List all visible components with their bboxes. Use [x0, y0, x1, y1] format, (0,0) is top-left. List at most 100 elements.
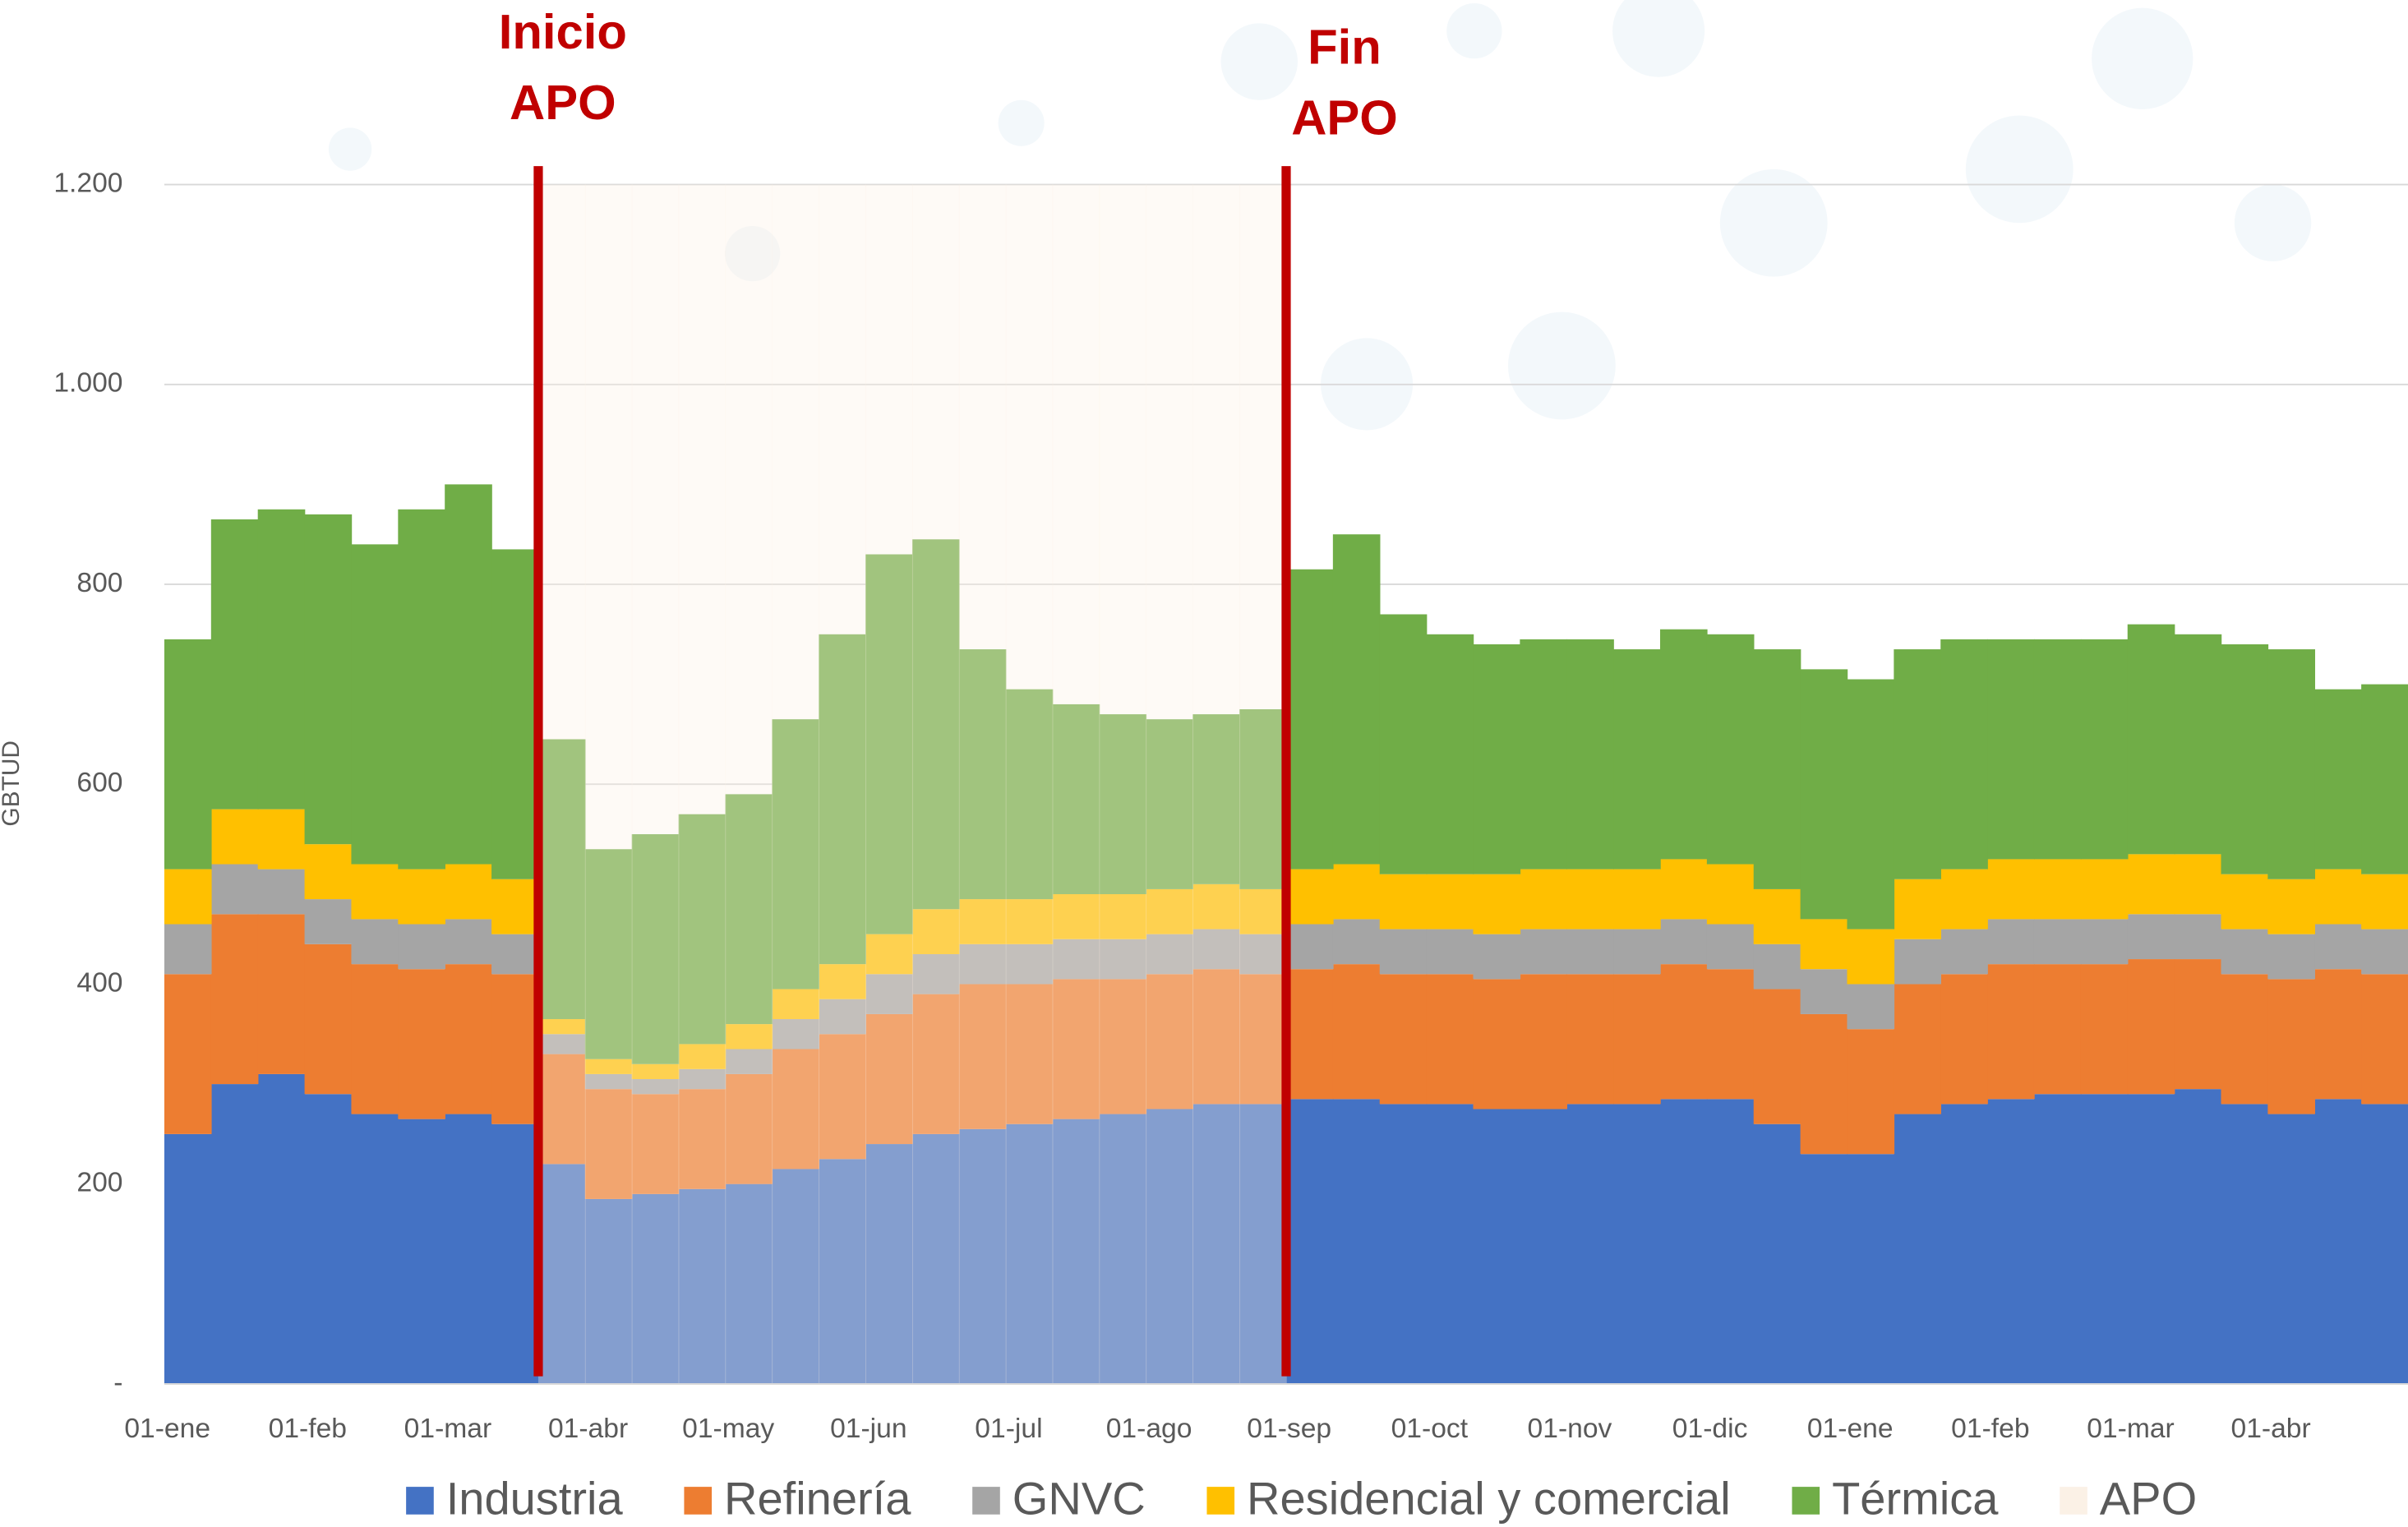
bar-segment	[2174, 854, 2222, 915]
bar-segment	[164, 639, 212, 870]
bar-segment	[1332, 964, 1381, 1100]
bar-segment	[2221, 644, 2269, 874]
bar-segment	[1099, 1114, 1147, 1384]
bar-segment	[1426, 974, 1474, 1105]
bar-segment	[1800, 669, 1848, 920]
legend-label: APO	[2100, 1473, 2197, 1525]
x-tick-label: 01-ene	[1807, 1414, 1894, 1444]
bar-segment	[2361, 1104, 2408, 1384]
bar-segment	[304, 844, 353, 900]
bar-segment	[164, 924, 212, 975]
bar-segment	[1473, 934, 1521, 980]
bar-segment	[2080, 859, 2129, 920]
bar-segment	[351, 544, 399, 865]
bar-segment	[1894, 1114, 1941, 1384]
bar-segment	[351, 864, 399, 920]
bar-segment	[1379, 614, 1428, 874]
bar-segment	[584, 1073, 633, 1090]
bar-segment	[2174, 1089, 2222, 1384]
bar-segment	[678, 814, 727, 1045]
bar-segment	[819, 1159, 866, 1384]
bar-segment	[958, 1128, 1007, 1384]
bar-segment	[2361, 684, 2408, 874]
bar-segment	[1192, 1104, 1240, 1384]
bar-segment	[1520, 974, 1567, 1109]
bar-segment	[257, 809, 306, 870]
bar-segment	[1753, 943, 1801, 990]
bar-segment	[725, 1073, 773, 1184]
bar-segment	[2033, 639, 2082, 860]
bar-segment	[164, 869, 212, 925]
bar-segment	[1800, 1013, 1848, 1155]
bar-segment	[445, 964, 492, 1114]
bar-segment	[1613, 929, 1661, 975]
legend-swatch	[684, 1487, 713, 1515]
apo-band	[537, 184, 586, 1384]
bar-segment	[631, 1094, 680, 1194]
bar-segment	[537, 739, 586, 1020]
x-tick-label: 01-sep	[1247, 1414, 1331, 1444]
y-tick-label: 1.200	[53, 168, 122, 198]
bar-segment	[1566, 639, 1614, 870]
bar-segment	[772, 989, 819, 1020]
y-tick-label: 1.000	[53, 368, 122, 399]
bar-segment	[958, 899, 1007, 944]
bar-segment	[491, 1123, 539, 1384]
bar-segment	[1520, 1109, 1567, 1384]
bar-segment	[2267, 979, 2315, 1114]
bar-segment	[2361, 974, 2408, 1105]
bar-segment	[678, 1089, 727, 1189]
bar-segment	[631, 1078, 680, 1095]
bar-segment	[1800, 969, 1848, 1014]
bar-segment	[257, 509, 306, 810]
x-tick-label: 01-mar	[404, 1414, 492, 1444]
bar-segment	[865, 1144, 913, 1384]
bar-segment	[1706, 969, 1755, 1100]
bar-segment	[2127, 854, 2175, 915]
bar-segment	[1613, 1104, 1661, 1384]
apo-band	[725, 184, 773, 1384]
legend-label: Industria	[446, 1473, 624, 1525]
apo-band	[678, 184, 727, 1384]
bar-segment	[2127, 959, 2175, 1095]
bar-segment	[1894, 879, 1941, 939]
bar-segment	[1847, 984, 1895, 1030]
bar-segment	[398, 509, 445, 870]
x-tick-label: 01-may	[682, 1414, 774, 1444]
bar-segment	[398, 924, 445, 970]
y-tick-label: 800	[76, 568, 122, 598]
bar-segment	[1987, 859, 2035, 920]
bar-segment	[1847, 929, 1895, 985]
bar-segment	[1987, 639, 2035, 860]
bar-segment	[819, 999, 866, 1035]
bar-segment	[1426, 634, 1474, 874]
apo-band	[865, 184, 913, 1384]
bar-segment	[304, 943, 353, 1095]
legend: Industria Refinería GNVC Residencial y come…	[406, 1473, 2197, 1525]
bar-segment	[2174, 634, 2222, 855]
bar-segment	[1192, 929, 1240, 970]
bar-segment	[2033, 919, 2082, 965]
bar-segment	[772, 719, 819, 990]
bar-segment	[2080, 639, 2129, 860]
bar-segment	[2267, 1114, 2315, 1384]
bar-segment	[2174, 959, 2222, 1090]
bar-segment	[1005, 943, 1054, 985]
bar-segment	[725, 1183, 773, 1384]
bar-segment	[1285, 969, 1334, 1100]
y-axis-label: GBTUD	[0, 740, 25, 827]
bar-segment	[1146, 974, 1193, 1109]
bar-segment	[398, 1119, 445, 1384]
bar-segment	[1005, 689, 1054, 900]
x-tick-label: 01-ene	[124, 1414, 210, 1444]
bar-segment	[210, 1084, 259, 1384]
bar-segment	[1520, 639, 1567, 870]
bar-segment	[1520, 869, 1567, 930]
bar-segment	[1285, 924, 1334, 970]
bar-segment	[1659, 919, 1708, 965]
bar-segment	[725, 1024, 773, 1050]
bar-segment	[678, 1044, 727, 1069]
bar-segment	[2127, 914, 2175, 960]
bar-segment	[1566, 869, 1614, 930]
